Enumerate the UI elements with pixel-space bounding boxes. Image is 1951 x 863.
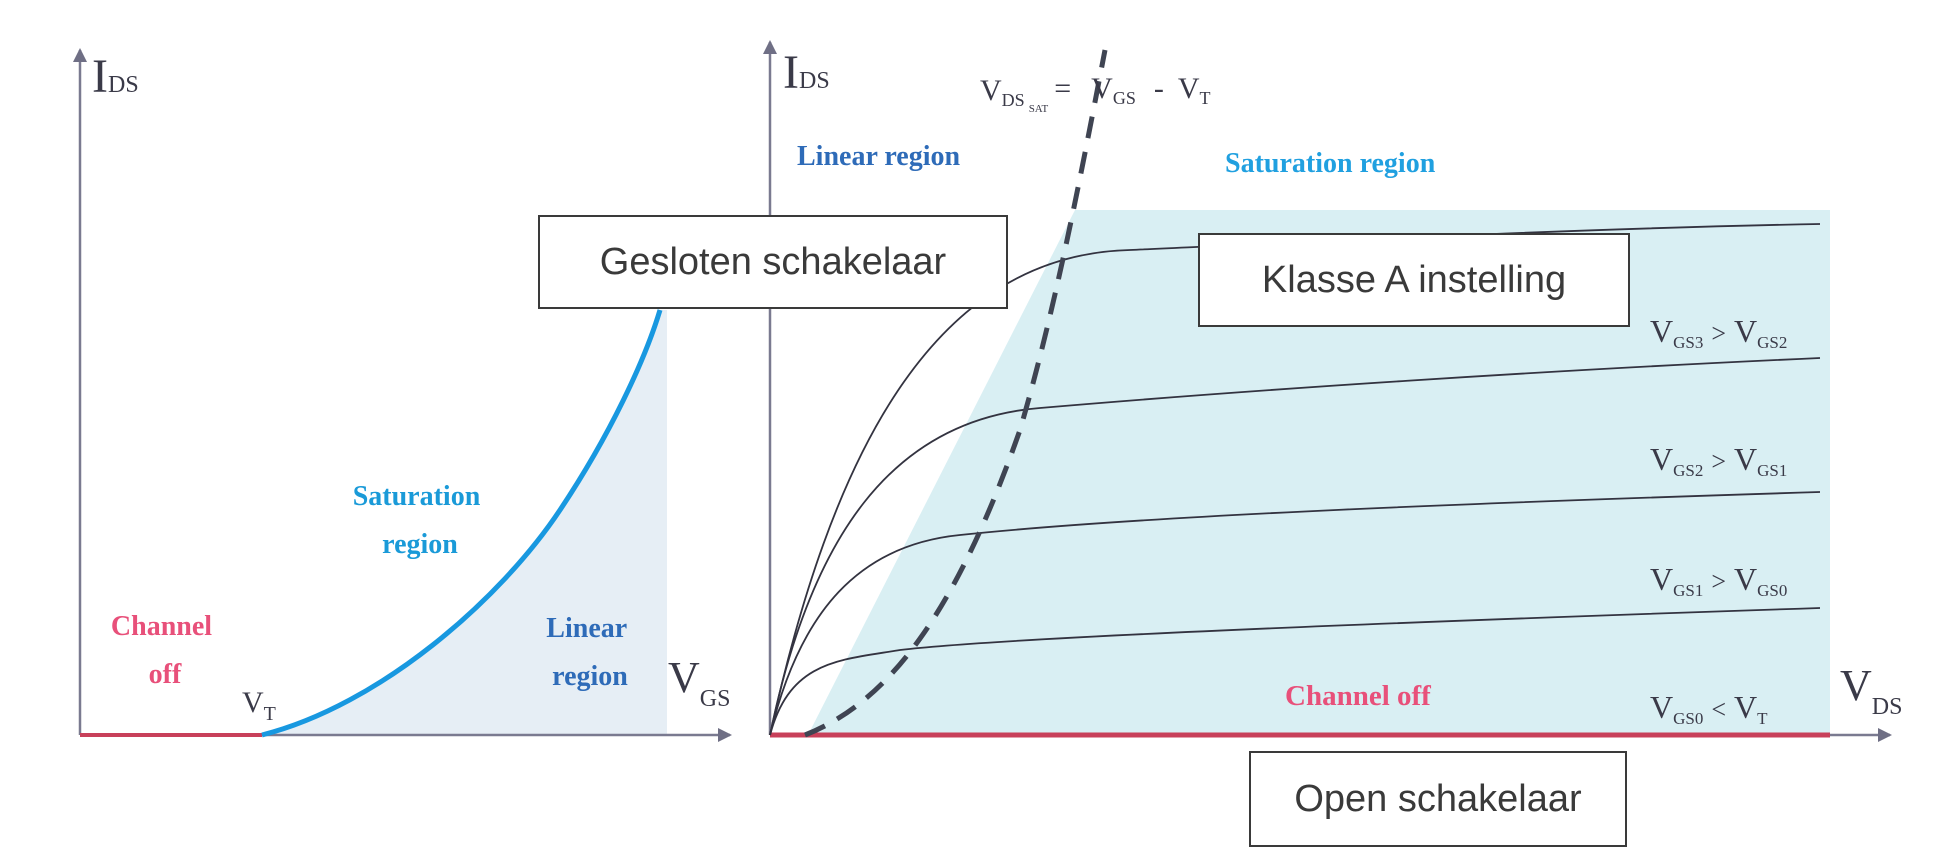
left-linear-shade: [262, 310, 667, 735]
curve-label-vgs2: VGS2 > VGS1: [1650, 441, 1787, 480]
curve-label-vgs0: VGS0 < VT: [1650, 689, 1768, 728]
left-x-axis-label: VGS: [668, 653, 730, 712]
open-switch-callout: Open schakelaar: [1249, 751, 1627, 847]
closed-switch-callout: Gesloten schakelaar: [538, 215, 1008, 309]
right-x-axis-label: VDS: [1840, 661, 1902, 720]
left-transfer-curve: [261, 309, 663, 738]
output-curve-3: [769, 357, 1821, 736]
right-channel-off-label: Channel off: [1285, 680, 1431, 712]
left-linear-region-label: Linear region: [546, 613, 633, 692]
curve-label-vgs3: VGS3 > VGS2: [1650, 313, 1787, 352]
open-switch-text: Open schakelaar: [1294, 777, 1582, 820]
saturation-boundary-dashed: [804, 49, 1108, 738]
class-a-text: Klasse A instelling: [1261, 258, 1567, 301]
output-curve-2: [769, 491, 1821, 736]
left-y-axis-label: IDS: [92, 50, 139, 103]
left-saturation-region-label: Saturation region: [353, 481, 488, 560]
right-saturation-region-label: Saturation region: [1225, 148, 1436, 179]
right-linear-shade-cover: [770, 210, 1075, 735]
threshold-voltage-label: VT: [242, 686, 276, 725]
output-curve-4: [769, 223, 1821, 736]
right-linear-region-label: Linear region: [797, 141, 961, 172]
left-channel-off-label: Channel off: [111, 611, 219, 690]
vdsat-equation-label: VDS SAT= VGS - VT: [980, 72, 1211, 115]
curve-label-vgs1: VGS1 > VGS0: [1650, 561, 1787, 600]
right-y-axis-label: IDS: [783, 46, 830, 99]
class-a-callout: Klasse A instelling: [1198, 233, 1630, 327]
output-curve-1: [769, 607, 1821, 736]
left-plot: IDS VGS VT Channel off Saturation region…: [73, 48, 732, 742]
closed-switch-text: Gesloten schakelaar: [599, 240, 947, 283]
right-plot: IDS VDS VDS SAT= VGS - VT Linear region Satu…: [763, 40, 1902, 742]
